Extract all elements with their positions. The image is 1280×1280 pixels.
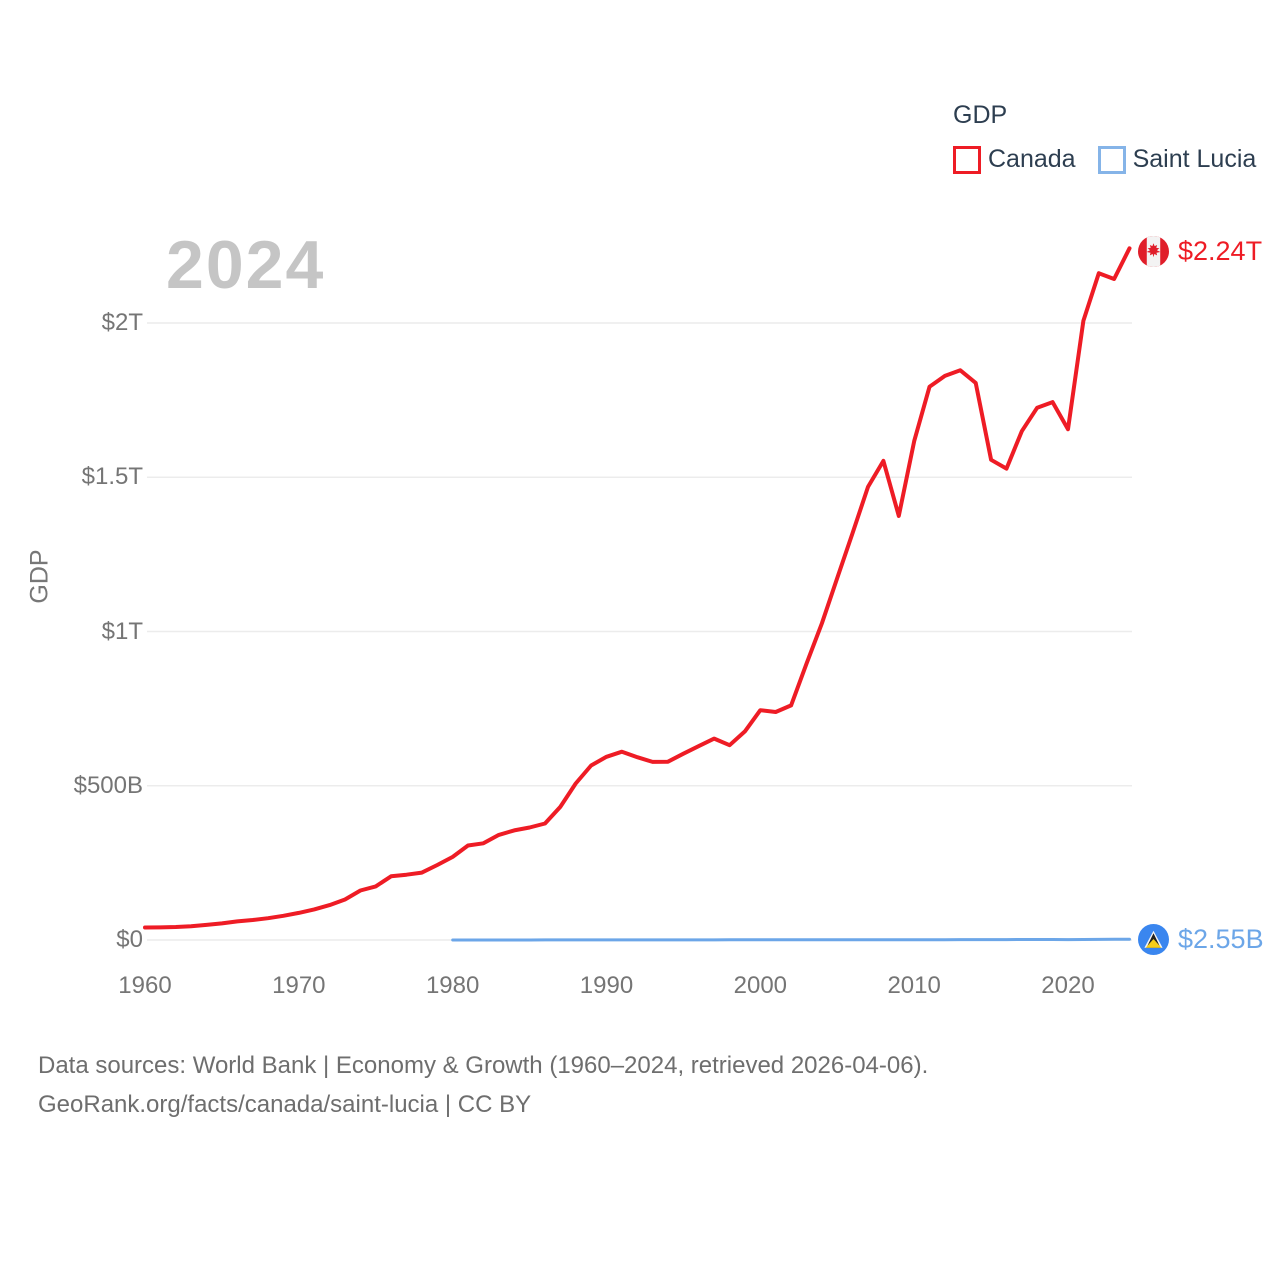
canada-end-label: $2.24T [1138,236,1262,267]
x-tick-label: 2020 [1041,972,1095,999]
series-line-saint-lucia [451,937,1131,942]
year-watermark: 2024 [166,227,326,303]
legend-items-row: Canada Saint Lucia [953,145,1256,174]
legend-label-saint-lucia: Saint Lucia [1132,145,1257,173]
saint-lucia-series-swatch [1097,145,1126,174]
x-tick-label: 2000 [733,972,788,999]
data-sources-line: Data sources: World Bank | Economy & Gro… [38,1052,929,1079]
y-tick-label: $1T [101,617,143,645]
saint-lucia-end-value: $2.55B [1178,924,1264,954]
series-line-canada [143,246,1132,930]
canada-end-value: $2.24T [1178,236,1263,266]
attribution-footer: Data sources: World Bank | Economy & Gro… [38,1046,928,1124]
legend-item-saint-lucia[interactable]: Saint Lucia [1097,145,1257,174]
legend-label-canada: Canada [988,145,1076,173]
canada-series-swatch [953,145,981,174]
canada-flag-icon [1138,236,1169,267]
y-tick-label: $500B [73,771,143,799]
y-tick-label: $0 [116,926,143,953]
y-tick-label: $1.5T [81,463,143,491]
legend-title: GDP [953,101,1008,129]
y-tick-label: $2T [101,309,143,336]
legend-item-canada[interactable]: Canada [953,145,1076,174]
x-tick-label: 1970 [272,972,326,999]
x-tick-label: 1960 [118,972,172,999]
georank-url-line: GeoRank.org/facts/canada/saint-lucia | C… [38,1091,532,1118]
saint-lucia-end-label: $2.55B [1138,924,1264,955]
x-tick-label: 1980 [425,972,480,999]
x-tick-label: 1990 [579,972,634,999]
saint-lucia-flag-icon [1138,924,1169,955]
x-tick-label: 2010 [887,972,941,999]
chart-legend: GDP Canada Saint Lucia [953,101,1256,174]
